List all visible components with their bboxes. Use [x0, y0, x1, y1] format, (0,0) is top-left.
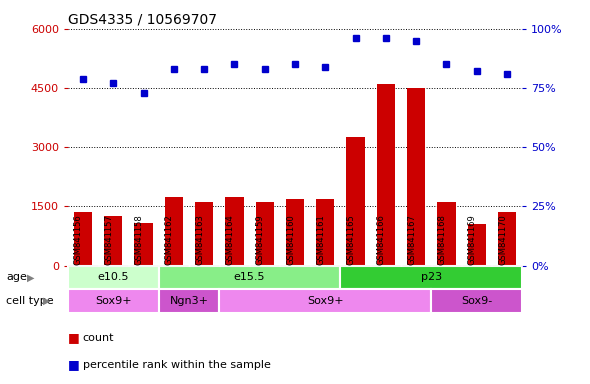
Bar: [437, 202, 455, 266]
Bar: [219, 289, 431, 313]
Text: GSM841161: GSM841161: [316, 214, 325, 265]
Text: ▶: ▶: [27, 272, 34, 283]
Bar: [104, 216, 122, 266]
Bar: [316, 199, 335, 266]
Text: ■: ■: [68, 358, 80, 371]
Bar: [159, 289, 219, 313]
Text: Sox9+: Sox9+: [307, 296, 343, 306]
Text: Ngn3+: Ngn3+: [169, 296, 208, 306]
Bar: [68, 289, 159, 313]
Text: GSM841164: GSM841164: [225, 214, 234, 265]
Text: Sox9-: Sox9-: [461, 296, 492, 306]
Text: GSM841170: GSM841170: [498, 214, 507, 265]
Bar: [498, 212, 516, 266]
Bar: [195, 202, 213, 266]
Bar: [407, 88, 425, 266]
Text: GSM841157: GSM841157: [104, 214, 113, 265]
Text: age: age: [6, 272, 27, 283]
Bar: [468, 224, 486, 266]
Bar: [225, 197, 244, 266]
Bar: [286, 199, 304, 266]
Bar: [377, 84, 395, 266]
Text: GSM841168: GSM841168: [437, 214, 447, 265]
Text: count: count: [83, 333, 114, 343]
Text: GSM841166: GSM841166: [377, 214, 386, 265]
Text: p23: p23: [421, 272, 442, 283]
Text: GSM841159: GSM841159: [255, 214, 265, 265]
Text: GSM841158: GSM841158: [135, 214, 143, 265]
Text: GSM841156: GSM841156: [74, 214, 83, 265]
Text: GSM841160: GSM841160: [286, 214, 295, 265]
Text: cell type: cell type: [6, 296, 54, 306]
Text: GSM841165: GSM841165: [346, 214, 356, 265]
Text: GDS4335 / 10569707: GDS4335 / 10569707: [68, 12, 217, 26]
Text: GSM841163: GSM841163: [195, 214, 204, 265]
Bar: [165, 197, 183, 266]
Bar: [340, 266, 522, 289]
Text: GSM841162: GSM841162: [165, 214, 174, 265]
Bar: [346, 137, 365, 266]
Text: percentile rank within the sample: percentile rank within the sample: [83, 360, 270, 370]
Text: ■: ■: [68, 331, 80, 344]
Bar: [431, 289, 522, 313]
Text: GSM841169: GSM841169: [468, 214, 477, 265]
Bar: [255, 202, 274, 266]
Text: e15.5: e15.5: [234, 272, 266, 283]
Text: GSM841167: GSM841167: [407, 214, 416, 265]
Bar: [74, 212, 92, 266]
Bar: [135, 223, 153, 266]
Text: Sox9+: Sox9+: [95, 296, 132, 306]
Bar: [159, 266, 340, 289]
Bar: [68, 266, 159, 289]
Text: e10.5: e10.5: [97, 272, 129, 283]
Text: ▶: ▶: [42, 296, 50, 306]
